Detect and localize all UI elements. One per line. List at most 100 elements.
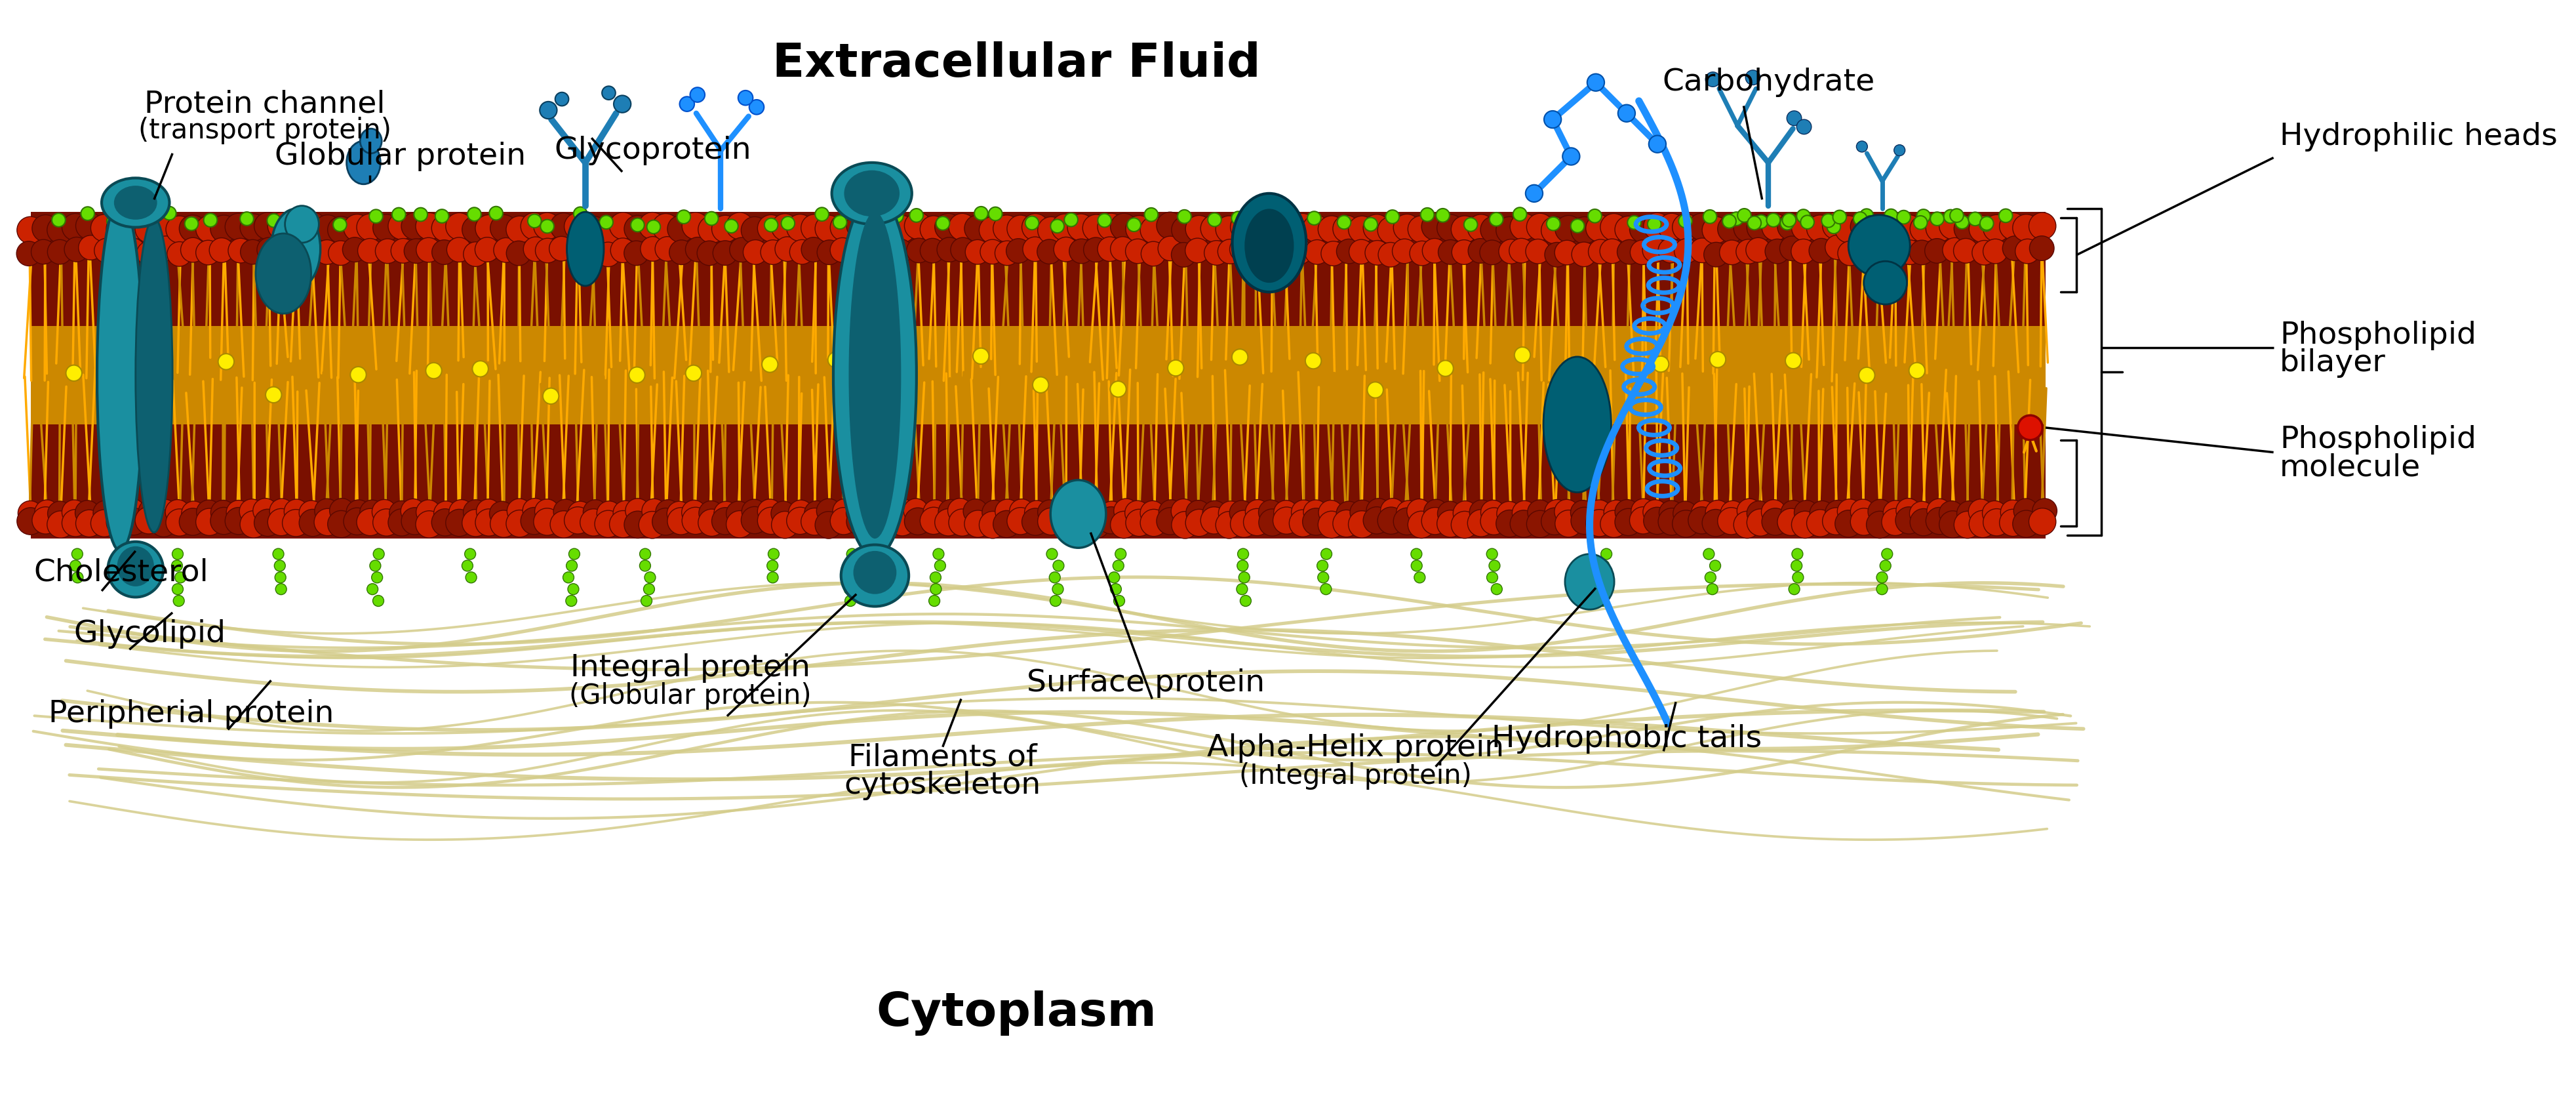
- Circle shape: [276, 584, 286, 595]
- Circle shape: [1144, 208, 1157, 221]
- Circle shape: [1687, 213, 1716, 240]
- Circle shape: [1126, 509, 1151, 537]
- Circle shape: [1909, 216, 1937, 242]
- Circle shape: [1546, 217, 1558, 231]
- Circle shape: [641, 595, 652, 606]
- Circle shape: [1319, 501, 1342, 525]
- Circle shape: [1762, 213, 1788, 241]
- Circle shape: [1236, 584, 1247, 595]
- Circle shape: [726, 502, 750, 526]
- Circle shape: [345, 499, 371, 525]
- Circle shape: [848, 212, 873, 239]
- Circle shape: [652, 213, 680, 241]
- Circle shape: [374, 214, 399, 242]
- Text: Filaments of: Filaments of: [848, 743, 1036, 772]
- Ellipse shape: [1051, 480, 1105, 548]
- Circle shape: [507, 241, 531, 265]
- Circle shape: [1618, 104, 1636, 122]
- Circle shape: [1896, 210, 1909, 224]
- Circle shape: [1736, 209, 1752, 222]
- Circle shape: [742, 240, 768, 264]
- Circle shape: [1113, 595, 1126, 606]
- Circle shape: [1512, 501, 1535, 526]
- Circle shape: [1486, 572, 1497, 583]
- Circle shape: [1406, 499, 1432, 524]
- Circle shape: [760, 240, 786, 264]
- Circle shape: [1437, 510, 1463, 537]
- Circle shape: [1587, 240, 1613, 264]
- Circle shape: [1587, 74, 1605, 91]
- Circle shape: [786, 214, 814, 241]
- Circle shape: [1229, 501, 1255, 525]
- Circle shape: [2012, 510, 2040, 538]
- Circle shape: [18, 507, 44, 535]
- Circle shape: [1857, 367, 1875, 383]
- Circle shape: [1381, 498, 1404, 522]
- Circle shape: [1793, 572, 1803, 583]
- Circle shape: [1643, 212, 1669, 240]
- Circle shape: [876, 212, 902, 240]
- Circle shape: [1587, 209, 1602, 223]
- Circle shape: [1826, 220, 1839, 233]
- Circle shape: [1978, 218, 1991, 231]
- Bar: [31, 212, 2045, 539]
- Circle shape: [876, 236, 899, 261]
- Circle shape: [252, 498, 278, 522]
- Circle shape: [124, 207, 137, 221]
- Circle shape: [1437, 240, 1463, 264]
- Circle shape: [134, 216, 162, 243]
- Circle shape: [1950, 209, 1963, 222]
- Circle shape: [1999, 209, 2012, 222]
- Circle shape: [582, 499, 608, 525]
- Circle shape: [1553, 499, 1579, 524]
- Circle shape: [90, 214, 118, 242]
- Circle shape: [920, 216, 948, 243]
- Text: Protein channel: Protein channel: [144, 89, 386, 119]
- Circle shape: [850, 234, 873, 260]
- Circle shape: [770, 213, 799, 241]
- Circle shape: [314, 498, 340, 524]
- Circle shape: [1406, 216, 1435, 243]
- Ellipse shape: [137, 218, 173, 532]
- Circle shape: [276, 572, 286, 583]
- Circle shape: [1850, 508, 1878, 536]
- Circle shape: [173, 549, 183, 560]
- Circle shape: [652, 508, 680, 536]
- Circle shape: [1141, 217, 1167, 244]
- Text: Hydrophilic heads: Hydrophilic heads: [2280, 122, 2558, 152]
- Circle shape: [1631, 498, 1656, 524]
- Circle shape: [1571, 242, 1597, 266]
- Circle shape: [1303, 240, 1329, 264]
- Circle shape: [1110, 381, 1126, 397]
- Circle shape: [1378, 507, 1404, 535]
- Circle shape: [1172, 217, 1198, 243]
- Circle shape: [1350, 240, 1373, 264]
- Circle shape: [62, 509, 90, 537]
- Circle shape: [829, 507, 858, 535]
- Text: (Integral protein): (Integral protein): [1239, 762, 1471, 790]
- Circle shape: [770, 502, 796, 526]
- Circle shape: [685, 365, 701, 382]
- Circle shape: [1540, 217, 1569, 244]
- Circle shape: [1999, 509, 2027, 537]
- Circle shape: [1167, 360, 1182, 376]
- Circle shape: [1628, 507, 1656, 534]
- Circle shape: [1602, 584, 1613, 595]
- Ellipse shape: [832, 163, 912, 224]
- Circle shape: [474, 509, 502, 536]
- Circle shape: [314, 214, 340, 242]
- Circle shape: [505, 510, 533, 537]
- Circle shape: [1762, 508, 1788, 536]
- Circle shape: [966, 240, 989, 264]
- Circle shape: [1260, 239, 1285, 263]
- Circle shape: [569, 549, 580, 560]
- Circle shape: [1512, 208, 1525, 221]
- Circle shape: [768, 560, 778, 571]
- Circle shape: [1953, 239, 1978, 263]
- Circle shape: [889, 508, 914, 536]
- Circle shape: [1808, 501, 1834, 526]
- Circle shape: [1510, 510, 1538, 537]
- Circle shape: [639, 549, 652, 560]
- Circle shape: [1419, 208, 1435, 221]
- Circle shape: [1643, 507, 1669, 535]
